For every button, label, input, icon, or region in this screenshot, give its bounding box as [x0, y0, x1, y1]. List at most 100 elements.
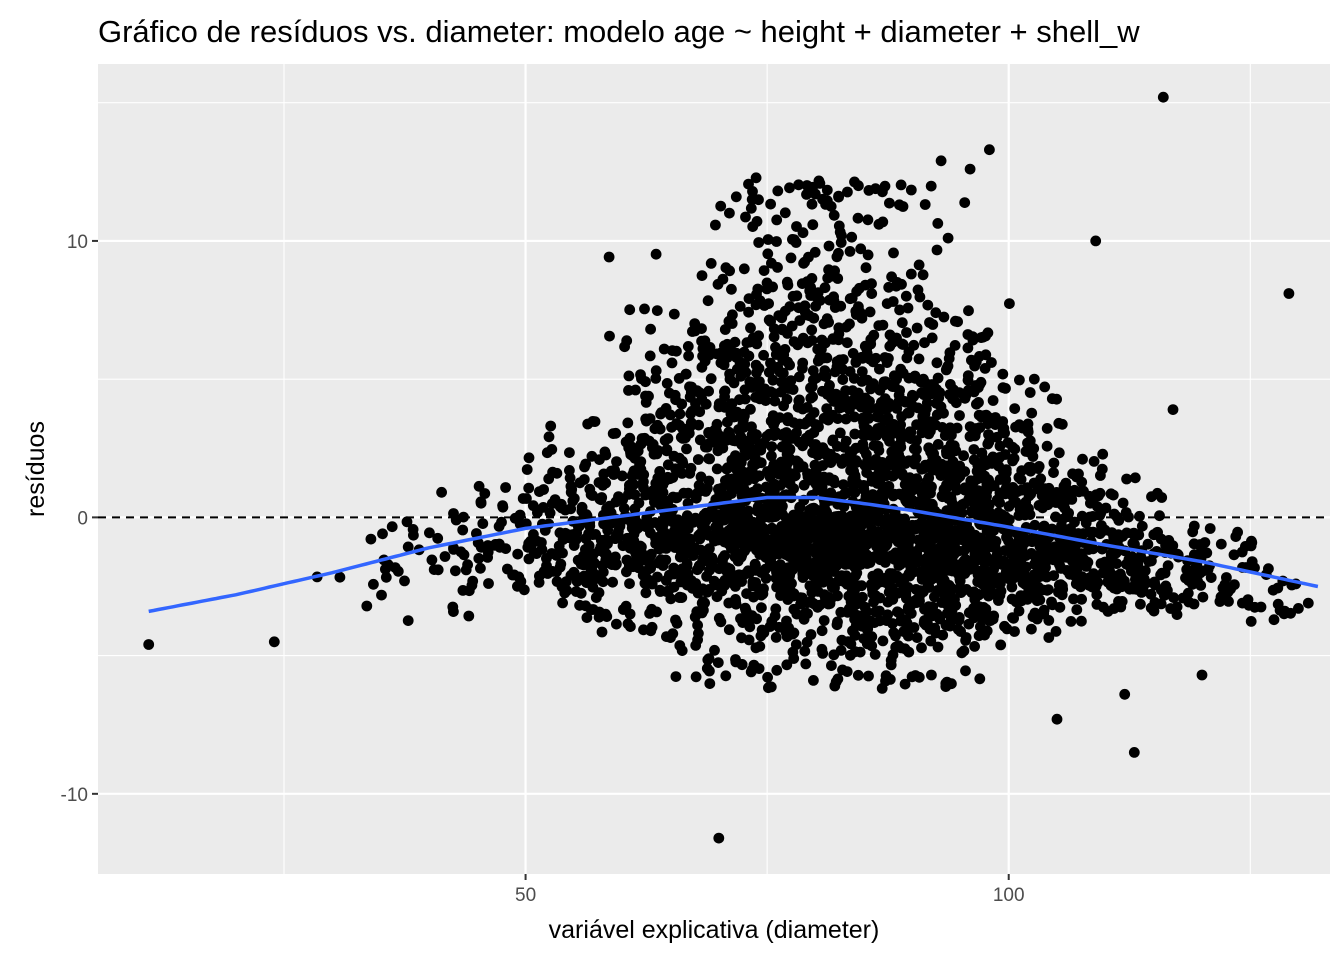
data-point — [426, 554, 438, 566]
data-point — [584, 483, 596, 495]
data-point — [825, 448, 836, 460]
data-point — [864, 306, 876, 318]
data-point — [753, 194, 764, 206]
data-point — [701, 571, 712, 582]
data-point — [1156, 567, 1168, 579]
data-point — [756, 567, 767, 578]
data-point — [734, 501, 746, 513]
data-point — [859, 601, 871, 613]
data-point — [781, 659, 793, 671]
data-point — [954, 410, 965, 421]
data-point — [904, 472, 916, 484]
data-point — [635, 438, 647, 450]
data-point — [855, 615, 866, 626]
data-point — [386, 521, 398, 533]
data-point — [982, 418, 994, 430]
data-point — [704, 678, 716, 689]
data-point — [858, 444, 870, 456]
data-point — [888, 370, 900, 382]
data-point — [670, 614, 681, 626]
data-point — [654, 586, 666, 597]
data-point — [854, 282, 865, 294]
data-point — [1000, 560, 1012, 572]
data-point — [1030, 610, 1042, 622]
data-point — [568, 566, 580, 578]
data-point — [399, 575, 410, 587]
data-point — [618, 604, 629, 615]
data-point — [860, 262, 872, 274]
data-point — [845, 638, 857, 650]
data-point — [1071, 564, 1082, 576]
data-point — [773, 310, 785, 321]
data-point — [450, 565, 461, 577]
data-point — [959, 484, 971, 496]
data-point — [1268, 614, 1280, 626]
data-point — [840, 413, 852, 425]
data-point — [1022, 426, 1034, 438]
data-point — [483, 578, 494, 589]
data-point — [1214, 596, 1226, 607]
data-point — [900, 458, 911, 469]
data-point — [1076, 615, 1087, 627]
data-point — [1025, 580, 1036, 592]
data-point — [960, 554, 972, 565]
data-point — [806, 324, 818, 336]
data-point — [797, 227, 809, 239]
data-point — [1243, 599, 1255, 611]
data-point — [1056, 520, 1067, 531]
chart-title: Gráfico de resíduos vs. diameter: modelo… — [98, 14, 1140, 49]
data-point — [696, 270, 708, 281]
data-point — [847, 348, 859, 359]
data-point — [756, 602, 767, 614]
data-point — [856, 366, 868, 377]
data-point — [923, 550, 935, 561]
data-point — [979, 502, 991, 513]
data-point — [788, 588, 800, 599]
data-point — [557, 597, 568, 609]
data-point — [553, 540, 565, 552]
data-point — [787, 521, 799, 533]
data-point — [628, 535, 640, 547]
data-point — [890, 513, 901, 525]
y-tick-label: -10 — [61, 785, 88, 806]
data-point — [844, 366, 856, 377]
data-point — [702, 483, 713, 494]
data-point — [638, 476, 649, 488]
data-point — [806, 198, 818, 210]
data-point — [836, 458, 848, 469]
data-point — [916, 574, 928, 585]
data-point — [870, 352, 882, 364]
data-point — [945, 475, 956, 487]
data-point — [432, 564, 444, 576]
data-point — [753, 583, 765, 595]
data-point — [380, 571, 392, 583]
data-point — [593, 611, 605, 623]
data-point — [810, 556, 821, 568]
data-point — [697, 555, 708, 566]
data-point — [723, 525, 734, 537]
data-point — [868, 427, 880, 439]
data-point — [727, 309, 738, 321]
data-point — [1142, 538, 1154, 550]
data-point — [858, 420, 870, 432]
data-point — [1127, 537, 1139, 549]
data-point — [652, 472, 664, 484]
data-point — [782, 328, 793, 339]
data-point — [878, 376, 890, 388]
data-point — [798, 524, 810, 536]
data-point — [667, 628, 679, 640]
data-point — [821, 506, 832, 518]
data-point — [908, 622, 920, 633]
data-point — [376, 589, 387, 601]
data-point — [844, 318, 855, 330]
data-point — [787, 384, 799, 395]
data-point — [886, 446, 898, 458]
data-point — [818, 572, 830, 584]
data-point — [852, 517, 864, 529]
data-point — [1117, 497, 1129, 509]
data-point — [943, 353, 955, 364]
data-point — [741, 588, 752, 599]
data-point — [754, 470, 765, 482]
data-point — [1123, 511, 1134, 523]
